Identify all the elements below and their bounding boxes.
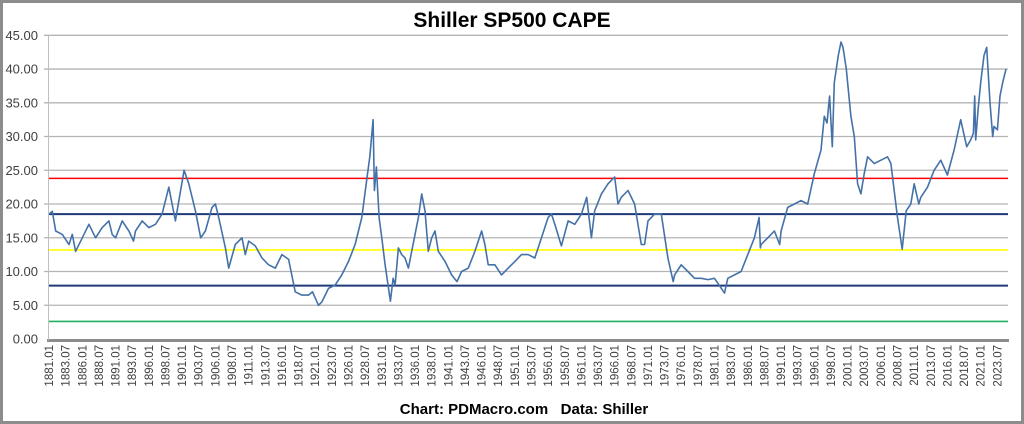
- x-tick-label: 2008.07: [893, 345, 905, 387]
- y-tick-label: 0.00: [13, 332, 38, 347]
- x-tick-label: 1941.01: [443, 345, 455, 387]
- x-tick-label: 1948.07: [493, 345, 505, 387]
- x-tick-label: 1893.07: [127, 345, 139, 387]
- chart-title: Shiller SP500 CAPE: [413, 9, 610, 32]
- x-tick-label: 1923.07: [327, 345, 339, 387]
- y-tick-label: 25.00: [5, 163, 38, 178]
- x-tick-label: 1903.07: [194, 345, 206, 387]
- cape-series-line: [48, 41, 1007, 307]
- x-tick-label: 2023.07: [992, 345, 1004, 387]
- x-tick-label: 1928.07: [360, 345, 372, 387]
- x-tick-label: 1958.07: [560, 345, 572, 387]
- y-tick-label: 45.00: [5, 28, 38, 43]
- x-tick-label: 1936.01: [410, 345, 422, 387]
- x-tick-label: 1953.07: [526, 345, 538, 387]
- x-tick-label: 1913.07: [260, 345, 272, 387]
- x-tick-label: 1978.07: [693, 345, 705, 387]
- y-tick-label: 5.00: [13, 298, 38, 313]
- x-tick-label: 2016.01: [942, 345, 954, 387]
- y-tick-label: 20.00: [5, 197, 38, 212]
- x-tick-label: 1971.01: [643, 345, 655, 387]
- x-tick-label: 1906.01: [210, 345, 222, 387]
- x-tick-label: 1983.07: [726, 345, 738, 387]
- y-tick-label: 15.00: [5, 230, 38, 245]
- x-tick-label: 2001.01: [843, 345, 855, 387]
- x-tick-label: 1938.07: [427, 345, 439, 387]
- x-tick-label: 2013.07: [926, 345, 938, 387]
- x-tick-label: 1968.07: [626, 345, 638, 387]
- x-tick-label: 1896.01: [144, 345, 156, 387]
- x-tick-label: 1976.01: [676, 345, 688, 387]
- x-tick-label: 1951.01: [510, 345, 522, 387]
- x-tick-label: 1943.07: [460, 345, 472, 387]
- x-tick-label: 1991.01: [776, 345, 788, 387]
- y-tick-label: 35.00: [5, 95, 38, 110]
- x-tick-label: 2003.07: [859, 345, 871, 387]
- x-tick-label: 1986.01: [743, 345, 755, 387]
- x-tick-label: 1988.07: [759, 345, 771, 387]
- x-tick-label: 1946.01: [477, 345, 489, 387]
- x-tick-label: 2006.01: [876, 345, 888, 387]
- x-tick-label: 1891.01: [111, 345, 123, 387]
- x-tick-label: 1933.07: [393, 345, 405, 387]
- chart-footer: Chart: PDMacro.com Data: Shiller: [400, 401, 649, 418]
- x-tick-label: 1921.01: [310, 345, 322, 387]
- x-tick-label: 1898.07: [160, 345, 172, 387]
- x-tick-label: 2011.01: [909, 345, 921, 386]
- x-tick-label: 2018.07: [959, 345, 971, 387]
- x-tick-label: 1886.01: [77, 345, 89, 387]
- x-tick-label: 1961.01: [576, 345, 588, 387]
- x-tick-label: 1883.07: [61, 345, 73, 387]
- x-tick-label: 1981.01: [710, 345, 722, 387]
- x-tick-label: 2021.01: [976, 345, 988, 387]
- x-tick-label: 1963.07: [593, 345, 605, 387]
- x-tick-label: 1956.01: [543, 345, 555, 387]
- y-tick-label: 10.00: [5, 264, 38, 279]
- x-tick-label: 1916.01: [277, 345, 289, 387]
- x-tick-label: 1993.07: [793, 345, 805, 387]
- x-tick-label: 1966.01: [610, 345, 622, 387]
- y-tick-label: 30.00: [5, 129, 38, 144]
- x-tick-label: 1931.01: [377, 345, 389, 387]
- x-tick-label: 1926.01: [343, 345, 355, 387]
- x-tick-label: 1911.01: [244, 345, 256, 386]
- x-tick-label: 1973.07: [660, 345, 672, 387]
- x-tick-label: 1901.01: [177, 345, 189, 387]
- x-tick-label: 1918.07: [294, 345, 306, 387]
- y-tick-label: 40.00: [5, 62, 38, 77]
- x-tick-label: 1881.01: [44, 345, 56, 387]
- x-tick-label: 1908.07: [227, 345, 239, 387]
- x-tick-label: 1888.07: [94, 345, 106, 387]
- x-tick-label: 1996.01: [809, 345, 821, 387]
- x-tick-label: 1998.07: [826, 345, 838, 387]
